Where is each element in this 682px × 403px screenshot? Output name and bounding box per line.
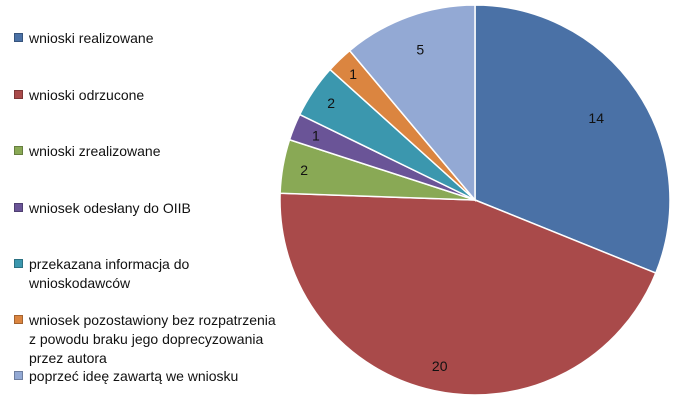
legend-swatch [14, 259, 23, 268]
pie-slice [279, 192, 657, 396]
legend-item: wniosek pozostawiony bez rozpatrzenia z … [14, 311, 304, 368]
legend-item: wnioski zrealizowane [14, 142, 304, 161]
data-label: 14 [588, 110, 604, 126]
data-label: 1 [349, 66, 357, 82]
data-label: 20 [432, 358, 448, 374]
pie-slice [348, 4, 476, 203]
legend-item: przekazana informacja do wnioskodawców [14, 255, 304, 293]
legend-label: wnioski zrealizowane [29, 143, 161, 159]
legend-swatch [14, 371, 23, 380]
legend-item: wnioski realizowane [14, 29, 304, 48]
legend-swatch [14, 203, 23, 212]
legend-label: wnioski odrzucone [29, 87, 145, 103]
data-label: 2 [300, 162, 308, 178]
legend-label: przekazana informacja do wnioskodawców [29, 256, 190, 291]
legend-item: wnioski odrzucone [14, 86, 304, 105]
chart-legend: wnioski realizowane wnioski odrzucone wn… [14, 0, 304, 403]
legend-swatch [14, 146, 23, 155]
legend-item: wniosek odesłany do OIIB [14, 199, 304, 218]
legend-label: poprzeć ideę zawartą we wniosku [29, 368, 239, 384]
legend-swatch [14, 315, 23, 324]
legend-label: wnioski realizowane [29, 30, 154, 46]
data-label: 5 [416, 42, 424, 58]
legend-swatch [14, 90, 23, 99]
data-label: 1 [312, 128, 320, 144]
legend-item: poprzeć ideę zawartą we wniosku [14, 367, 304, 386]
legend-label: wniosek odesłany do OIIB [29, 200, 191, 216]
data-label: 2 [327, 95, 335, 111]
pie-slice [474, 4, 671, 275]
legend-swatch [14, 33, 23, 42]
legend-label: wniosek pozostawiony bez rozpatrzenia z … [29, 312, 276, 366]
